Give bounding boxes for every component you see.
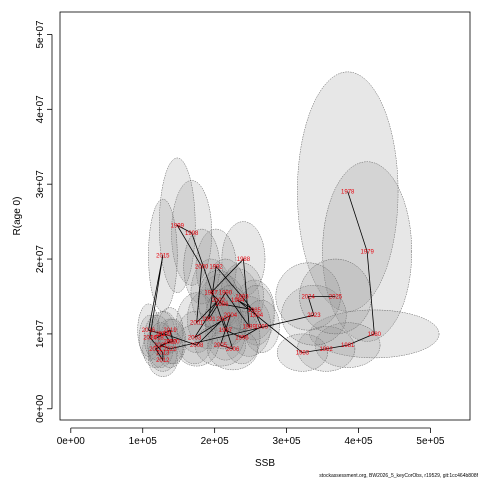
year-label-2016: 2016 bbox=[142, 328, 156, 334]
year-label-1981: 1981 bbox=[341, 343, 355, 349]
year-label-2004: 2004 bbox=[224, 313, 238, 319]
year-label-2018: 2018 bbox=[150, 336, 164, 342]
x-tick-label: 1e+05 bbox=[129, 436, 158, 447]
year-label-2009: 2009 bbox=[158, 332, 172, 338]
year-label-1997: 1997 bbox=[219, 328, 233, 334]
year-label-1980: 1980 bbox=[368, 332, 382, 338]
year-label-1987: 1987 bbox=[204, 291, 218, 297]
trajectory-lines bbox=[148, 191, 375, 362]
y-tick-label: 1e+07 bbox=[35, 319, 46, 348]
y-tick-label: 0e+00 bbox=[35, 394, 46, 423]
year-label-2005: 2005 bbox=[214, 343, 228, 349]
year-label-2012: 2012 bbox=[156, 358, 170, 364]
year-label-2001: 2001 bbox=[190, 321, 204, 327]
year-label-2017: 2017 bbox=[155, 332, 169, 338]
year-label-2021: 2021 bbox=[154, 343, 168, 349]
y-tick-label: 2e+07 bbox=[35, 245, 46, 274]
year-label-2003: 2003 bbox=[188, 336, 202, 342]
year-label-1998: 1998 bbox=[185, 231, 199, 237]
year-label-1984: 1984 bbox=[231, 298, 245, 304]
year-label-1982: 1982 bbox=[319, 347, 333, 353]
trajectory-line bbox=[148, 191, 375, 362]
year-label-2022: 2022 bbox=[163, 347, 177, 353]
year-label-1995: 1995 bbox=[255, 324, 269, 330]
x-tick-label: 0e+00 bbox=[57, 436, 86, 447]
year-label-2023: 2023 bbox=[307, 313, 321, 319]
year-label-1999: 1999 bbox=[171, 223, 185, 229]
year-label-2002: 2002 bbox=[212, 298, 226, 304]
year-label-1978: 1978 bbox=[341, 190, 355, 196]
plot-frame bbox=[59, 11, 471, 421]
year-label-1989: 1989 bbox=[242, 324, 256, 330]
year-label-2015: 2015 bbox=[156, 253, 170, 259]
year-label-2019: 2019 bbox=[163, 328, 177, 334]
year-label-1992: 1992 bbox=[209, 265, 223, 271]
year-label-1994: 1994 bbox=[250, 313, 264, 319]
year-label-2010: 2010 bbox=[163, 339, 177, 345]
year-label-2014: 2014 bbox=[143, 336, 157, 342]
year-label-1991: 1991 bbox=[202, 317, 216, 323]
year-label-2013: 2013 bbox=[156, 351, 170, 357]
year-label-1986: 1986 bbox=[215, 302, 229, 308]
y-axis-label: R(age 0) bbox=[12, 197, 23, 236]
year-label-1983: 1983 bbox=[296, 351, 310, 357]
year-label-2025: 2025 bbox=[329, 294, 343, 300]
x-tick-label: 2e+05 bbox=[201, 436, 230, 447]
year-label-1996: 1996 bbox=[235, 336, 249, 342]
x-axis: 0e+00 1e+05 2e+05 3e+05 4e+05 5e+05 bbox=[57, 427, 445, 447]
x-tick-label: 3e+05 bbox=[273, 436, 302, 447]
year-label-2000: 2000 bbox=[195, 265, 209, 271]
year-label-2007: 2007 bbox=[217, 317, 231, 323]
year-label-1979: 1979 bbox=[360, 250, 374, 256]
x-tick-label: 5e+05 bbox=[416, 436, 445, 447]
year-label-1985: 1985 bbox=[248, 308, 262, 314]
year-label-2006: 2006 bbox=[226, 347, 240, 353]
x-tick-label: 4e+05 bbox=[344, 436, 373, 447]
year-label-1988: 1988 bbox=[237, 257, 251, 263]
year-label-2020: 2020 bbox=[166, 339, 180, 345]
year-label-1990: 1990 bbox=[219, 291, 233, 297]
year-label-2011: 2011 bbox=[149, 347, 163, 353]
year-label-2024: 2024 bbox=[301, 294, 315, 300]
y-tick-label: 5e+07 bbox=[35, 20, 46, 49]
y-tick-label: 3e+07 bbox=[35, 170, 46, 199]
year-label-1993: 1993 bbox=[235, 294, 249, 300]
y-tick-label: 4e+07 bbox=[35, 95, 46, 124]
x-axis-label: SSB bbox=[255, 458, 275, 469]
y-axis: 0e+00 1e+07 2e+07 3e+07 4e+07 5e+07 bbox=[35, 20, 53, 423]
year-label-2008: 2008 bbox=[190, 343, 204, 349]
footer-credit: stockassessment.org, BW2026_5_keyCorObs,… bbox=[319, 473, 478, 479]
